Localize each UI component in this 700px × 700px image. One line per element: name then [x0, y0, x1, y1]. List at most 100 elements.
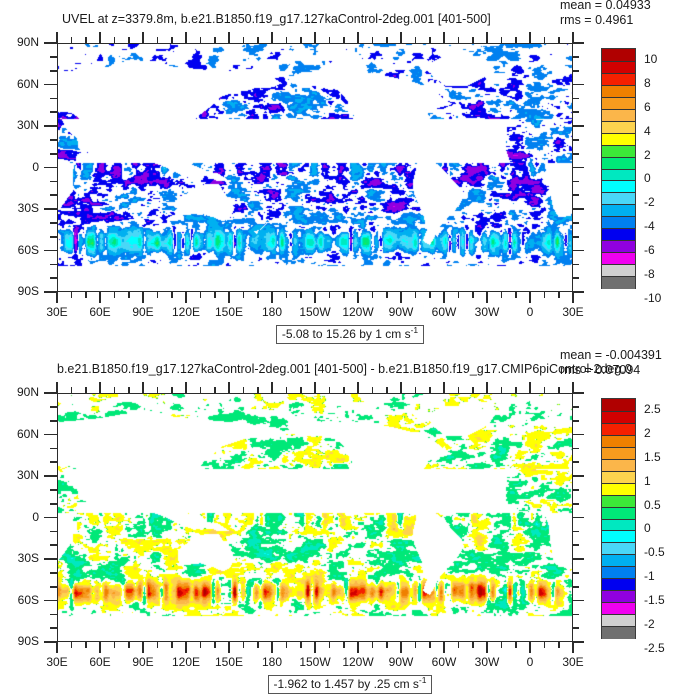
map-field-bottom: [58, 394, 572, 641]
x-major-tick: [185, 32, 187, 43]
y-axis-label: 30S: [17, 551, 39, 565]
x-axis-label: 30E: [562, 655, 584, 669]
colorbar-band: [602, 204, 635, 218]
y-minor-tick: [50, 97, 57, 100]
x-major-tick: [357, 642, 359, 653]
x-minor-tick: [156, 292, 159, 298]
y-minor-tick: [50, 613, 57, 616]
y-axis-label: 30N: [16, 118, 39, 132]
x-minor-tick: [113, 37, 116, 43]
colorbar-band: [602, 120, 635, 135]
x-minor-tick: [113, 387, 116, 393]
colorbar-band: [602, 96, 635, 111]
x-minor-tick: [543, 642, 546, 648]
colorbar-band: [602, 264, 635, 278]
x-major-tick: [572, 32, 574, 43]
colorbar-tick-label: 2.5: [644, 401, 661, 416]
x-minor-tick: [385, 292, 388, 298]
y-minor-tick: [50, 139, 57, 141]
x-minor-tick: [500, 37, 503, 43]
colorbar-tick-label: 2: [644, 147, 651, 162]
map-plot-bottom[interactable]: [57, 393, 573, 642]
x-minor-tick: [371, 387, 374, 393]
x-minor-tick: [170, 292, 173, 298]
x-minor-tick: [199, 37, 202, 43]
x-minor-tick: [199, 292, 202, 298]
y-minor-tick: [50, 489, 57, 491]
colorbar-band: [602, 530, 635, 544]
x-minor-tick: [242, 292, 245, 298]
y-right-tick: [573, 461, 579, 464]
colorbar-top: [601, 48, 636, 290]
x-axis-label: 30W: [474, 655, 500, 669]
x-major-tick: [400, 382, 402, 393]
x-minor-tick: [84, 37, 87, 43]
mean-value-bottom: mean = -0.004391: [560, 348, 662, 362]
y-major-tick: [44, 516, 57, 519]
x-axis-label: 60E: [89, 655, 111, 669]
y-minor-tick: [50, 530, 57, 533]
y-minor-tick: [50, 56, 57, 58]
colorbar-band: [602, 446, 635, 461]
colorbar-band: [602, 84, 635, 99]
x-minor-tick: [213, 292, 216, 298]
y-right-tick: [573, 277, 579, 280]
y-minor-tick: [50, 419, 57, 422]
y-major-tick: [44, 558, 57, 560]
y-minor-tick: [50, 447, 57, 450]
x-major-tick: [142, 292, 144, 303]
x-minor-tick: [70, 37, 73, 43]
colorbar-band: [602, 602, 635, 616]
x-major-tick: [486, 32, 488, 43]
x-axis-label: 90W: [388, 655, 414, 669]
x-major-tick: [443, 32, 445, 43]
x-minor-tick: [328, 387, 331, 393]
colorbar-band: [602, 180, 635, 194]
y-axis-label: 30N: [16, 468, 39, 482]
x-axis-label: 60E: [89, 305, 111, 319]
colorbar-band: [602, 434, 635, 449]
x-minor-tick: [127, 387, 130, 393]
panel-top: UVEL at z=3379.8m, b.e21.B1850.f19_g17.1…: [16, 0, 661, 344]
x-axis-label: 30E: [46, 655, 68, 669]
y-minor-tick: [50, 69, 57, 72]
x-axis-label: 180: [261, 655, 283, 669]
x-major-tick: [228, 292, 230, 303]
y-right-tick: [573, 56, 579, 58]
x-minor-tick: [371, 642, 374, 648]
colorbar-band: [602, 252, 635, 266]
y-minor-tick: [50, 180, 57, 183]
colorbar-bottom: [601, 398, 636, 640]
x-minor-tick: [514, 37, 517, 43]
x-major-tick: [142, 642, 144, 653]
y-minor-tick: [50, 461, 57, 464]
colorbar-band: [602, 578, 635, 592]
x-major-tick: [185, 292, 187, 303]
y-minor-tick: [50, 222, 57, 224]
colorbar-band: [602, 228, 635, 242]
x-major-tick: [99, 642, 101, 653]
x-minor-tick: [242, 387, 245, 393]
x-major-tick: [56, 642, 58, 653]
x-axis-label: 60W: [431, 305, 457, 319]
y-minor-tick: [50, 544, 57, 547]
colorbar-band: [602, 60, 635, 75]
y-minor-tick: [50, 263, 57, 266]
x-axis-label: 120W: [342, 305, 374, 319]
y-axis-label: 90S: [17, 284, 39, 298]
x-minor-tick: [113, 292, 116, 298]
x-minor-tick: [256, 292, 259, 298]
colorbar-band: [602, 590, 635, 604]
map-plot-top[interactable]: [57, 43, 573, 292]
x-minor-tick: [428, 37, 431, 43]
caption-box: -5.08 to 15.26 by 1 cm s-1: [275, 325, 425, 344]
x-minor-tick: [170, 642, 173, 648]
x-minor-tick: [285, 292, 288, 298]
colorbar-tick-label: 0: [644, 171, 651, 186]
x-minor-tick: [385, 642, 388, 648]
y-major-tick: [44, 291, 57, 293]
y-right-tick: [573, 180, 579, 183]
colorbar-tick-label: 4: [644, 123, 651, 138]
x-minor-tick: [514, 642, 517, 648]
x-major-tick: [99, 32, 101, 43]
